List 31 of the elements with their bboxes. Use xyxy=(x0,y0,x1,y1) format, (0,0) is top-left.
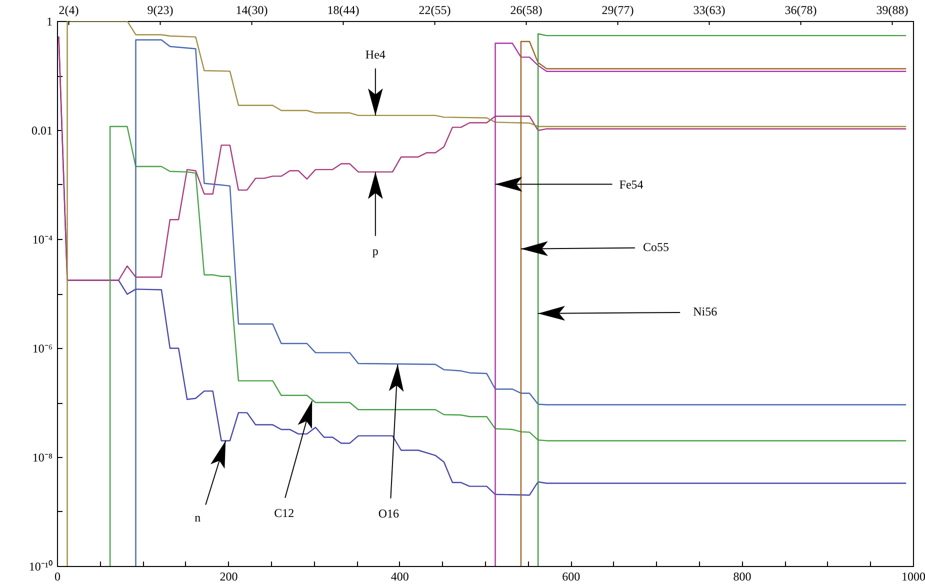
annotation: Co55 xyxy=(642,240,669,254)
text: 22(55) xyxy=(418,3,451,17)
text: 26(58) xyxy=(510,3,542,17)
text: 9(23) xyxy=(147,3,174,17)
annotation: Ni56 xyxy=(693,304,718,318)
text: 33(63) xyxy=(693,3,726,17)
y-tick-label: 1 xyxy=(46,14,52,28)
text: 29(77) xyxy=(602,3,634,17)
text: 36(78) xyxy=(784,3,817,17)
y-tick-label: 10⁻⁴ xyxy=(32,232,52,246)
x-tick-label: 600 xyxy=(562,570,580,584)
annotation: O16 xyxy=(378,506,400,520)
annotation: p xyxy=(372,244,378,258)
x-tick-label: 200 xyxy=(220,570,238,584)
y-tick-label: 0.01 xyxy=(32,124,52,138)
x-tick-label: 800 xyxy=(733,570,752,584)
text: 14(30) xyxy=(236,3,268,17)
annotation: C12 xyxy=(274,506,294,520)
y-tick-label: 10⁻¹⁰ xyxy=(28,560,52,574)
annotation: n xyxy=(194,510,201,525)
line-series xyxy=(58,36,907,281)
y-tick-label: 10⁻⁸ xyxy=(32,450,52,464)
text: 18(44) xyxy=(327,3,360,17)
x-tick-label: 1000 xyxy=(902,570,925,584)
y-tick-label: 10⁻⁶ xyxy=(32,342,52,356)
x-tick-label: 400 xyxy=(390,570,409,584)
annotation: He4 xyxy=(365,47,386,62)
text: 2(4) xyxy=(58,3,79,17)
x-tick-label: 0 xyxy=(54,570,60,584)
text: 39(88) xyxy=(876,3,908,17)
annotation: Fe54 xyxy=(619,177,644,192)
